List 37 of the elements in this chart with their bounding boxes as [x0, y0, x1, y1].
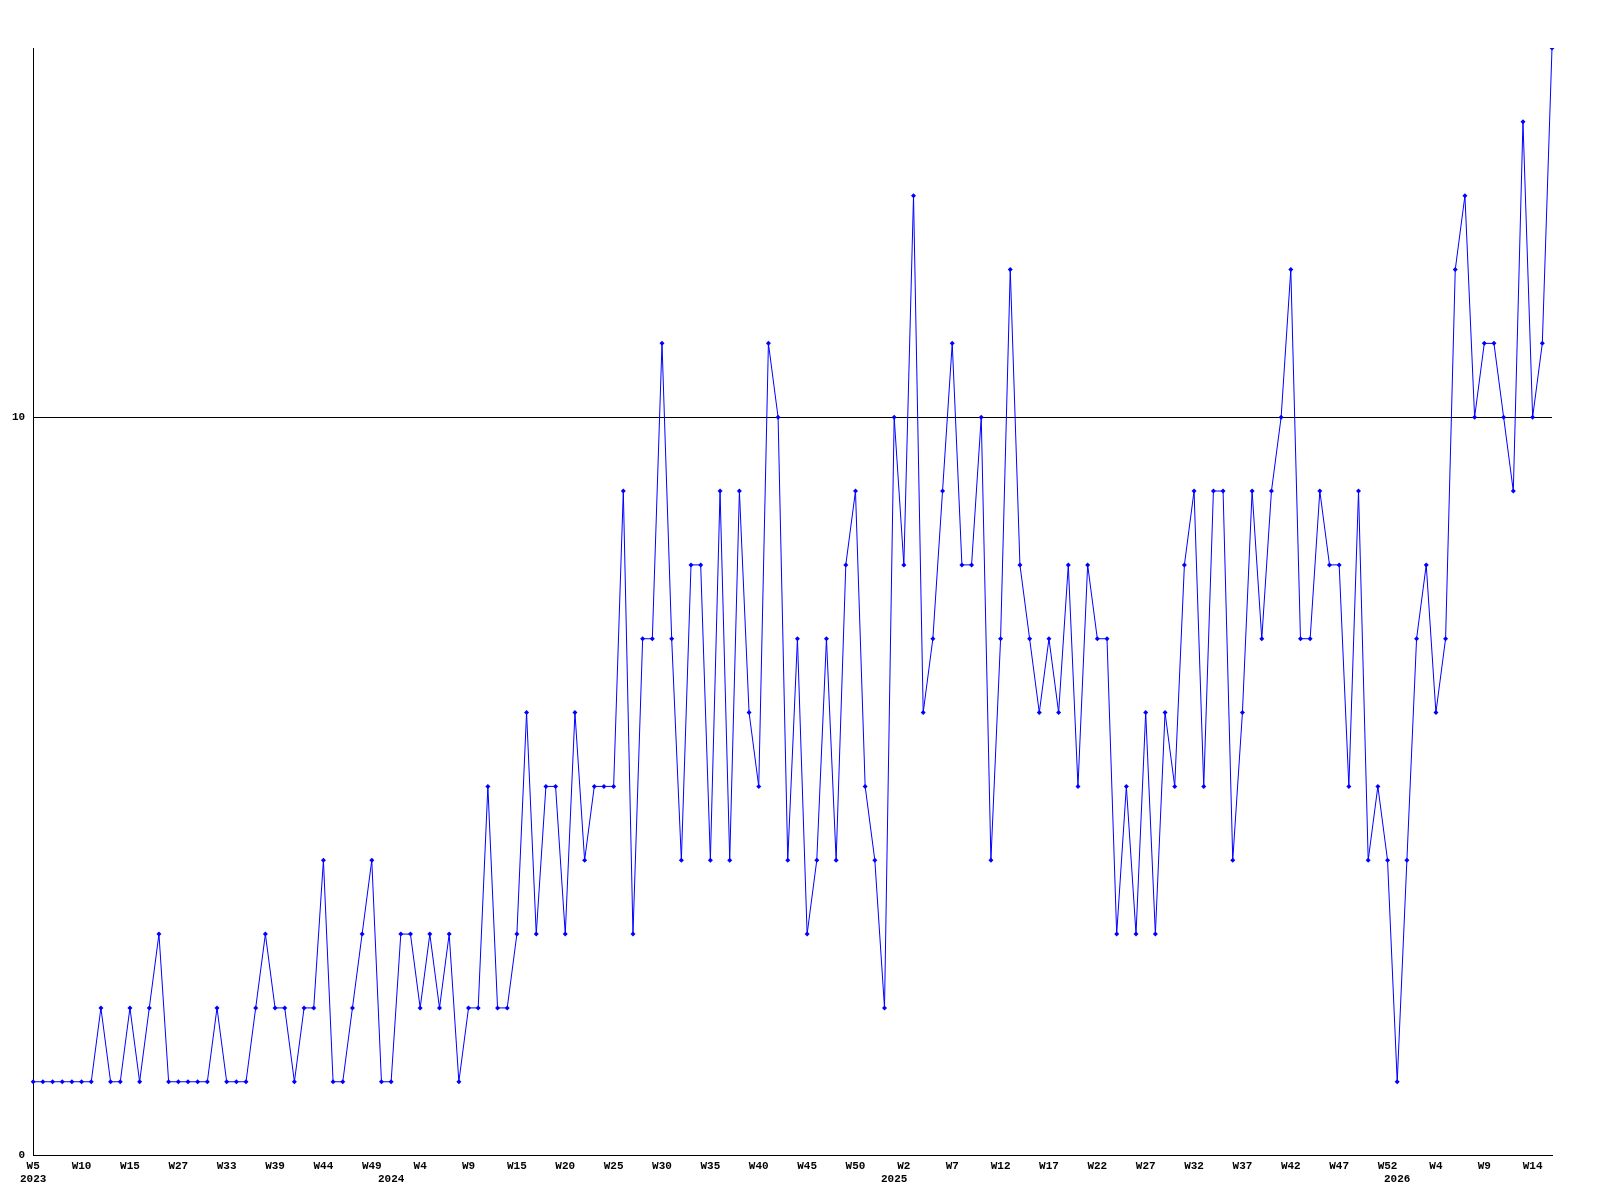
x-tick-label: W5 2023 — [20, 1159, 47, 1186]
x-tick-label: W35 — [700, 1159, 721, 1172]
x-tick-label: W32 — [1184, 1159, 1204, 1172]
x-tick-label: W39 — [265, 1159, 285, 1172]
x-tick-label: W49 — [361, 1159, 382, 1172]
x-tick-label: W30 — [652, 1159, 672, 1172]
x-tick-label: W27 — [1135, 1159, 1156, 1172]
x-tick-label: W52 — [1377, 1159, 1398, 1172]
x-tick-label: W44 — [313, 1159, 334, 1172]
x-tick-label: W7 — [945, 1159, 959, 1172]
x-tick-label: W12 — [990, 1159, 1011, 1172]
x-tick-label: W45 — [797, 1159, 818, 1172]
x-tick-label: W15 — [120, 1159, 141, 1172]
x-tick-label: W9 — [461, 1159, 476, 1172]
y-tick-label: 10 — [12, 410, 26, 423]
y-tick-label: 0 — [18, 1149, 26, 1162]
x-tick-label: W2 — [897, 1159, 911, 1172]
x-tick-label: W4 — [1429, 1159, 1443, 1172]
x-tick-label: W25 — [603, 1159, 624, 1172]
x-tick-label: W20 — [555, 1159, 576, 1172]
x-tick-label: W10 — [71, 1159, 92, 1172]
x-tick-label: W15 — [506, 1159, 528, 1172]
x-tick-label: W14 — [1522, 1159, 1543, 1172]
x-tick-label: W37 — [1232, 1159, 1253, 1172]
x-tick-label: W42 — [1280, 1159, 1301, 1172]
x-tick-label: W22 — [1087, 1159, 1108, 1172]
x-tick-label: W50 — [845, 1159, 866, 1172]
x-tick-label: W9 — [1477, 1159, 1491, 1172]
x-tick-label: W17 — [1039, 1159, 1059, 1172]
x-tick-label: 2025 — [880, 1173, 908, 1186]
x-tick-label: 2026 — [1384, 1173, 1411, 1186]
x-tick-label: 2024 — [377, 1173, 405, 1186]
x-tick-label: W27 — [168, 1159, 189, 1172]
x-tick-label: W40 — [748, 1159, 769, 1172]
x-tick-label: W33 — [216, 1159, 237, 1172]
x-tick-label: W4 — [413, 1159, 428, 1172]
x-tick-label: W47 — [1329, 1159, 1350, 1172]
